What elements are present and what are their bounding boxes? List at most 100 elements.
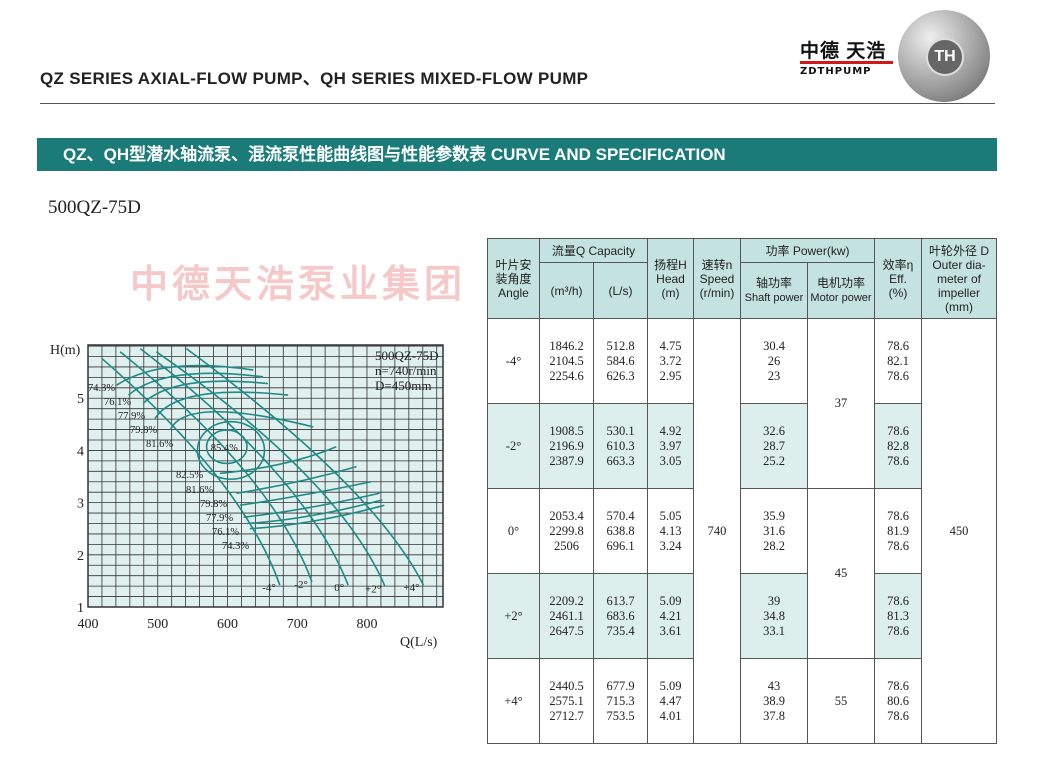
head-cell-value: 3.61 — [659, 623, 682, 638]
shaft-power-cell: 35.9 31.6 28.2 — [740, 488, 808, 574]
capacity-ls-cell-value: 626.3 — [606, 368, 635, 383]
diam-header-en1: Outer dia- — [932, 257, 986, 272]
capacity-m3h-cell-value: 2461.1 — [549, 608, 584, 623]
efficiency-curve — [249, 504, 385, 530]
efficiency-cell-value: 78.6 — [887, 508, 909, 523]
capacity-m3h-cell: 1846.2 2104.5 2254.6 — [539, 318, 594, 404]
efficiency-label: 77.9% — [206, 513, 233, 524]
efficiency-cell: 78.6 82.1 78.6 — [874, 318, 922, 404]
shaft-power-cell-value: 31.6 — [763, 523, 785, 538]
efficiency-cell-value: 78.6 — [887, 623, 909, 638]
capacity-m3h-cell: 2209.2 2461.1 2647.5 — [539, 573, 594, 659]
capacity-ls-cell-value: 735.4 — [606, 623, 635, 638]
capacity-m3h-cell-value: 2506 — [554, 538, 579, 553]
capacity-header: 流量Q Capacity — [539, 238, 648, 263]
x-tick-label: 500 — [147, 617, 168, 632]
shaft-power-cell-value: 26 — [767, 353, 781, 368]
plot-area — [87, 344, 444, 608]
head-curve — [139, 348, 349, 586]
shaft-power-cell-value: 38.9 — [763, 693, 785, 708]
head-cell-value: 3.24 — [659, 538, 682, 553]
shaft-power-cell-value: 43 — [767, 678, 781, 693]
capacity-ls-cell-value: 753.5 — [606, 708, 635, 723]
efficiency-cell-value: 78.6 — [887, 368, 909, 383]
head-curve — [185, 348, 425, 586]
power-header: 功率 Power(kw) — [740, 238, 875, 263]
table-row: 0° 2053.4 2299.8 2506 570.4 638.8 696.1 5.05 4.1… — [487, 488, 997, 659]
shaft-power-cell-value: 30.4 — [763, 338, 785, 353]
efficiency-curve — [169, 410, 314, 431]
capacity-m3h-cell-value: 2712.7 — [549, 708, 584, 723]
capacity-m3h-cell-value: 2196.9 — [549, 438, 584, 453]
diam-header-en2: meter of — [936, 271, 981, 286]
motor-header-cn: 电机功率 — [816, 276, 865, 290]
shaft-power-cell-value: 34.8 — [763, 608, 785, 623]
head-cell-value: 4.21 — [659, 608, 682, 623]
capacity-m3h-cell-value: 2053.4 — [549, 508, 584, 523]
efficiency-label: 76.1% — [104, 397, 131, 408]
angle-cell: +2° — [487, 573, 540, 659]
capacity-m3h-cell-value: 1908.5 — [549, 423, 584, 438]
capacity-ls-cell: 530.1 610.3 663.3 — [593, 403, 648, 489]
motor-power-cell: 45 — [807, 488, 875, 659]
head-cell-value: 4.75 — [659, 338, 682, 353]
watermark: 中德天浩泵业集团 — [130, 262, 467, 306]
capacity-ls-cell: 570.4 638.8 696.1 — [593, 488, 648, 574]
angle-header-en: Angle — [498, 285, 529, 300]
diam-header-en3: impeller — [937, 285, 980, 300]
section-banner: QZ、QH型潜水轴流泵、混流泵性能曲线图与性能参数表 CURVE AND SPE… — [37, 138, 997, 171]
efficiency-curve — [116, 364, 254, 386]
chart-annotation: D=450mm — [375, 378, 431, 393]
head-cell-value: 3.72 — [659, 353, 682, 368]
efficiency-loop — [196, 420, 266, 480]
head-curve-label: +4° — [403, 582, 419, 594]
capacity-m3h-cell-value: 2647.5 — [549, 623, 584, 638]
shaft-power-cell-value: 39 — [767, 593, 781, 608]
capacity-ls-cell-value: 610.3 — [606, 438, 635, 453]
capacity-m3h-cell-value: 2575.1 — [549, 693, 584, 708]
capacity-ls-cell: 613.7 683.6 735.4 — [593, 573, 648, 659]
motor-power-cell: 37 — [807, 318, 875, 489]
head-cell-value: 4.01 — [659, 708, 682, 723]
head-cell: 4.92 3.97 3.05 — [647, 403, 694, 489]
shaft-power-cell-value: 35.9 — [763, 508, 785, 523]
logo-mark: TH — [926, 38, 964, 76]
speed-cell: 740 — [693, 318, 741, 744]
x-tick-label: 800 — [356, 617, 377, 632]
shaft-power-cell-value: 28.2 — [763, 538, 785, 553]
table-row: +2° 2209.2 2461.1 2647.5 613.7 683.6 735.4 5.09… — [487, 573, 997, 659]
shaft-power-cell: 32.6 28.7 25.2 — [740, 403, 808, 489]
capacity-m3h-cell-value: 1846.2 — [549, 338, 584, 353]
head-header-unit: (m) — [661, 285, 680, 300]
logo-emblem-icon: TH — [898, 10, 990, 102]
head-curve-label: -4° — [262, 582, 276, 594]
shaft-power-cell: 30.4 26 23 — [740, 318, 808, 404]
head-cell-value: 3.97 — [659, 438, 682, 453]
shaft-power-cell-value: 32.6 — [763, 423, 785, 438]
shaft-header-cn: 轴功率 — [755, 276, 792, 290]
head-curve-label: 0° — [334, 582, 344, 594]
capacity-m3h-cell-value: 2209.2 — [549, 593, 584, 608]
x-tick-label: 700 — [287, 617, 308, 632]
efficiency-curve — [239, 480, 372, 507]
efficiency-cell-value: 78.6 — [887, 538, 909, 553]
header-rule — [40, 103, 995, 104]
head-cell: 5.09 4.21 3.61 — [647, 573, 694, 659]
x-tick-label: 600 — [217, 617, 238, 632]
chart-annotation: n=740r/min — [375, 363, 437, 378]
spec-table: 叶片安 装角度 Angle 流量Q Capacity 扬程H Head (m) 速转n S… — [487, 238, 997, 744]
capacity-m3h-cell-value: 2299.8 — [549, 523, 584, 538]
efficiency-curve — [127, 372, 264, 396]
efficiency-label: 79.8% — [130, 425, 157, 436]
efficiency-cell-value: 78.6 — [887, 453, 909, 468]
capacity-ls-cell-value: 570.4 — [606, 508, 635, 523]
y-tick-label: 5 — [77, 392, 84, 407]
angle-cell: -2° — [487, 403, 540, 489]
efficiency-cell-value: 81.9 — [887, 523, 909, 538]
x-axis-label: Q(L/s) — [400, 635, 438, 650]
motor-power-cell: 55 — [807, 658, 875, 744]
capacity-m3h-cell: 2053.4 2299.8 2506 — [539, 488, 594, 574]
angle-cell: 0° — [487, 488, 540, 574]
y-tick-label: 3 — [77, 497, 84, 512]
capacity-ls-cell-value: 613.7 — [606, 593, 635, 608]
